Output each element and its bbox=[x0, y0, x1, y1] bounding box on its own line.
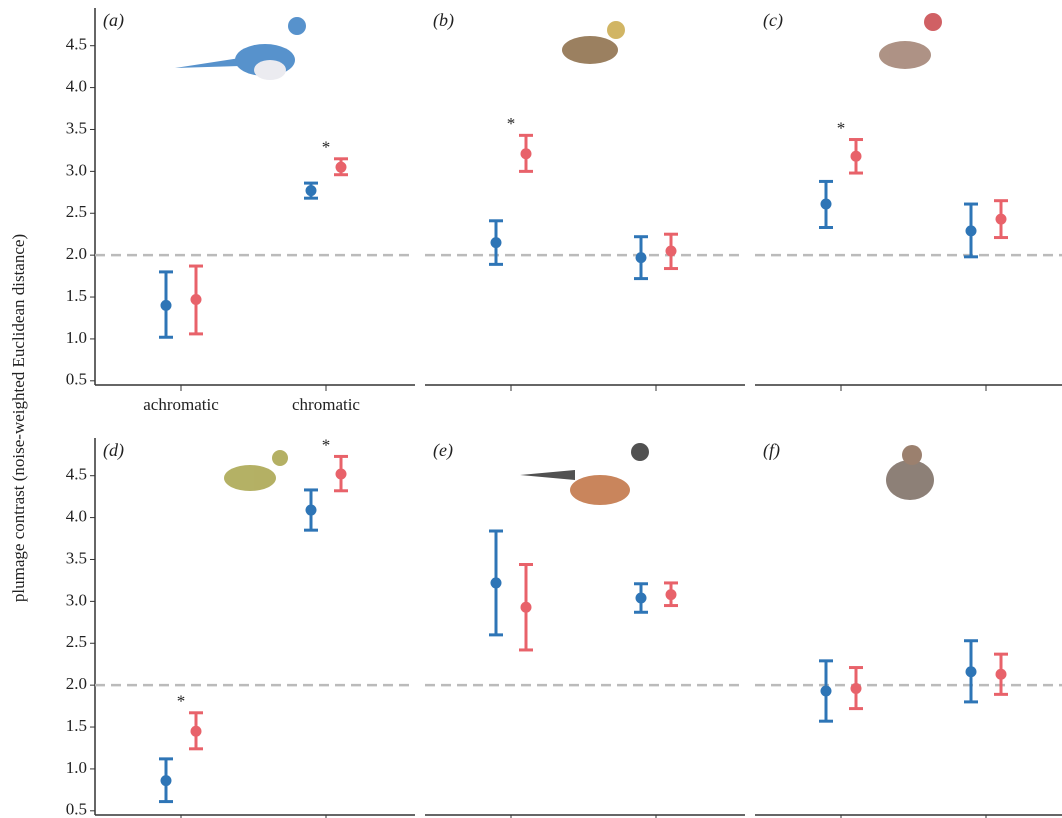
y-tick-label: 0.5 bbox=[66, 370, 87, 389]
mean-point bbox=[851, 151, 862, 162]
y-tick-label: 2.5 bbox=[66, 202, 87, 221]
significance-marker: * bbox=[837, 118, 846, 137]
error-bar bbox=[964, 641, 978, 702]
y-tick-label: 4.0 bbox=[66, 76, 87, 95]
mean-point bbox=[306, 185, 317, 196]
mean-point bbox=[491, 237, 502, 248]
panel-label: (e) bbox=[433, 440, 453, 461]
mean-point bbox=[851, 683, 862, 694]
mean-point bbox=[521, 148, 532, 159]
y-tick-label: 3.0 bbox=[66, 160, 87, 179]
error-bar bbox=[519, 565, 533, 650]
y-tick-label: 4.0 bbox=[66, 506, 87, 525]
error-bar bbox=[304, 490, 318, 530]
error-bar bbox=[334, 456, 348, 490]
y-tick-label: 1.0 bbox=[66, 758, 87, 777]
y-axis-label: plumage contrast (noise-weighted Euclide… bbox=[9, 234, 28, 602]
mean-point bbox=[666, 245, 677, 256]
mean-point bbox=[336, 162, 347, 173]
mean-point bbox=[666, 589, 677, 600]
mean-point bbox=[161, 300, 172, 311]
y-tick-label: 1.5 bbox=[66, 286, 87, 305]
bird-illustrations bbox=[175, 13, 942, 505]
y-tick-label: 4.5 bbox=[66, 465, 87, 484]
figure: plumage contrast (noise-weighted Euclide… bbox=[0, 0, 1062, 818]
error-bar bbox=[819, 661, 833, 721]
y-tick-label: 3.0 bbox=[66, 590, 87, 609]
mean-point bbox=[996, 214, 1007, 225]
mean-point bbox=[306, 505, 317, 516]
significance-marker: * bbox=[507, 114, 516, 133]
error-bar bbox=[634, 584, 648, 612]
panel-label: (a) bbox=[103, 10, 124, 31]
error-bar bbox=[849, 140, 863, 174]
x-tick-label: chromatic bbox=[292, 395, 360, 414]
mean-point bbox=[336, 469, 347, 480]
mean-point bbox=[636, 593, 647, 604]
error-bar bbox=[304, 183, 318, 198]
x-tick-label: achromatic bbox=[143, 395, 219, 414]
y-tick-label: 4.5 bbox=[66, 35, 87, 54]
error-bar bbox=[189, 713, 203, 749]
error-bar bbox=[994, 201, 1008, 238]
error-bar bbox=[159, 272, 173, 337]
panel-label: (c) bbox=[763, 10, 783, 31]
panel-label: (b) bbox=[433, 10, 454, 31]
significance-marker: * bbox=[322, 435, 331, 454]
error-bar bbox=[664, 583, 678, 606]
panel-label: (d) bbox=[103, 440, 124, 461]
panel-label: (f) bbox=[763, 440, 780, 461]
y-tick-label: 3.5 bbox=[66, 118, 87, 137]
error-bar bbox=[159, 759, 173, 802]
error-bar bbox=[994, 654, 1008, 694]
mean-point bbox=[161, 775, 172, 786]
y-tick-label: 3.5 bbox=[66, 548, 87, 567]
error-bar bbox=[819, 181, 833, 227]
mean-point bbox=[191, 294, 202, 305]
mean-point bbox=[996, 669, 1007, 680]
error-bar bbox=[849, 668, 863, 709]
mean-point bbox=[636, 252, 647, 263]
mean-point bbox=[966, 666, 977, 677]
mean-point bbox=[821, 199, 832, 210]
error-bar bbox=[489, 531, 503, 635]
y-tick-label: 1.0 bbox=[66, 328, 87, 347]
mean-point bbox=[821, 686, 832, 697]
error-bar bbox=[634, 237, 648, 279]
mean-point bbox=[491, 577, 502, 588]
error-bar bbox=[519, 135, 533, 171]
mean-point bbox=[966, 225, 977, 236]
mean-point bbox=[191, 726, 202, 737]
y-tick-label: 0.5 bbox=[66, 800, 87, 818]
significance-marker: * bbox=[177, 692, 186, 711]
y-tick-label: 1.5 bbox=[66, 716, 87, 735]
y-tick-label: 2.0 bbox=[66, 674, 87, 693]
error-bar bbox=[334, 159, 348, 175]
error-bar bbox=[664, 234, 678, 268]
error-bar bbox=[964, 204, 978, 257]
mean-point bbox=[521, 602, 532, 613]
significance-marker: * bbox=[322, 138, 331, 157]
y-tick-label: 2.5 bbox=[66, 632, 87, 651]
y-tick-label: 2.0 bbox=[66, 244, 87, 263]
error-bar bbox=[189, 266, 203, 334]
error-bar bbox=[489, 221, 503, 265]
